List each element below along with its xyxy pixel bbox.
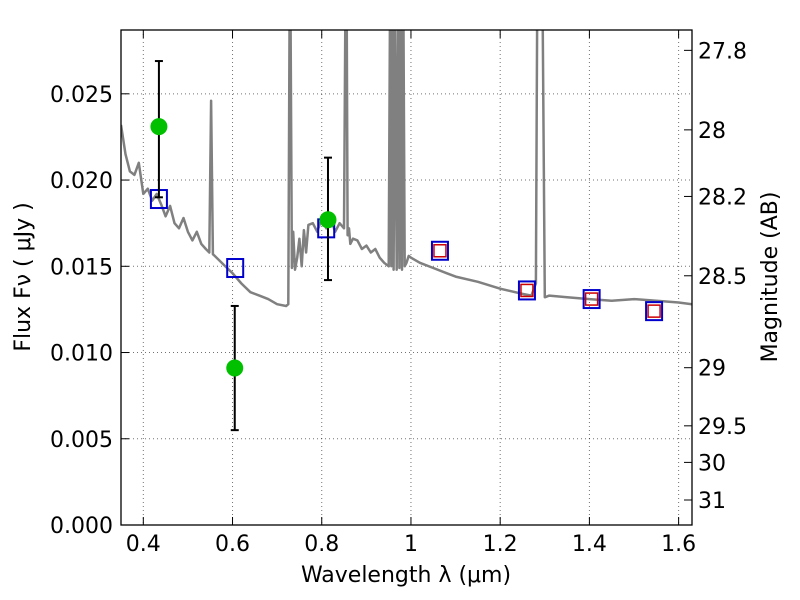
y-axis-left: 0.000 0.005 0.010 0.015 0.020 0.025 (50, 83, 129, 539)
observed-flux-point (150, 118, 168, 136)
y-tick-label: 0.015 (50, 255, 113, 280)
y-tick-label: 0.000 (50, 514, 113, 539)
model-photometry-box (430, 240, 449, 261)
y-tick-label: 0.025 (50, 83, 113, 108)
model-photometry-inner-box (584, 292, 599, 306)
plot-frame (120, 29, 693, 526)
y-axis-right: 27.8 28 28.2 28.5 29 29.5 30 31 (684, 39, 747, 514)
y2-tick-label: 30 (698, 451, 726, 476)
plot-area (121, 30, 692, 432)
y-tick-label: 0.005 (50, 428, 113, 453)
model-photometry-box (517, 280, 536, 301)
x-tick-label: 1.2 (483, 532, 518, 557)
x-tick-label: 0.6 (215, 532, 250, 557)
x-tick-label: 1.6 (661, 532, 696, 557)
y-tick-label: 0.010 (50, 342, 113, 367)
y2-tick-label: 28.5 (698, 265, 747, 290)
grid (121, 30, 692, 526)
model-photometry-box (645, 301, 664, 322)
y2-axis-title: Magnitude (AB) (758, 192, 783, 363)
x-tick-label: 1 (404, 532, 418, 557)
observed-flux-point (319, 211, 337, 229)
y-axis-title: Flux Fν ( μJy ) (11, 202, 36, 351)
model-photometry-inner-box (647, 304, 661, 318)
y2-tick-label: 28.2 (698, 185, 747, 210)
y2-tick-label: 29 (698, 357, 726, 382)
observed-flux-point (226, 359, 244, 377)
model-photometry-box (226, 258, 245, 279)
x-axis: 0.4 0.6 0.8 1 1.2 1.4 1.6 (126, 30, 696, 557)
y2-tick-label: 28 (698, 119, 726, 144)
y-tick-label: 0.020 (50, 169, 113, 194)
x-tick-label: 0.8 (304, 532, 339, 557)
model-photometry-inner-box (520, 283, 534, 298)
y2-tick-label: 27.8 (698, 39, 747, 64)
y2-tick-label: 29.5 (698, 415, 747, 440)
x-tick-label: 0.4 (126, 532, 161, 557)
model-spectrum-line (121, 30, 692, 308)
model-photometry-inner-box (433, 244, 447, 258)
model-photometry-box (582, 289, 601, 310)
y2-tick-label: 31 (698, 489, 726, 514)
x-axis-title: Wavelength λ (μm) (301, 563, 511, 588)
x-tick-label: 1.4 (572, 532, 607, 557)
